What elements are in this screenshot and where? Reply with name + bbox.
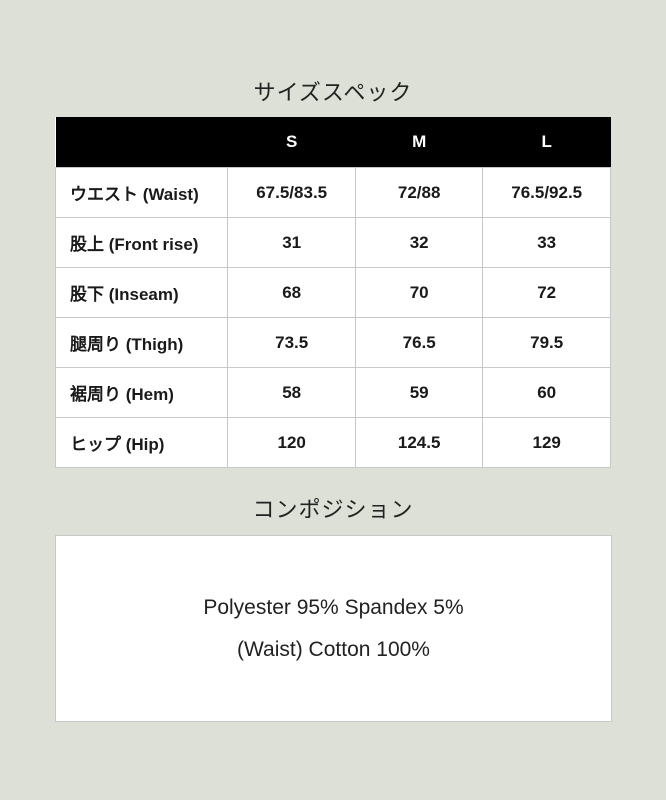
row-value: 129 [482, 417, 611, 468]
table-row: 股上 (Front rise) 31 32 33 [54, 217, 611, 268]
table-row: ヒップ (Hip) 120 124.5 129 [54, 417, 611, 468]
row-value: 124.5 [354, 417, 484, 468]
table-row: 股下 (Inseam) 68 70 72 [54, 267, 611, 318]
row-label: ヒップ (Hip) [54, 417, 229, 468]
table-row: ウエスト (Waist) 67.5/83.5 72/88 76.5/92.5 [54, 167, 611, 218]
row-value: 68 [227, 267, 356, 318]
row-value: 33 [482, 217, 611, 268]
row-label: 腿周り (Thigh) [54, 317, 229, 368]
row-value: 72/88 [354, 167, 484, 218]
composition-line: Polyester 95% Spandex 5% [203, 595, 464, 619]
row-label: 股上 (Front rise) [54, 217, 229, 268]
row-label: ウエスト (Waist) [54, 167, 229, 218]
row-value: 70 [354, 267, 484, 318]
row-value: 32 [354, 217, 484, 268]
header-size-s: S [227, 117, 356, 168]
row-value: 60 [482, 367, 611, 418]
row-label: 股下 (Inseam) [54, 267, 229, 318]
row-value: 73.5 [227, 317, 356, 368]
row-value: 76.5 [354, 317, 484, 368]
row-value: 72 [482, 267, 611, 318]
table-header-row: S M L [55, 117, 611, 168]
row-value: 76.5/92.5 [482, 167, 611, 218]
composition-box: Polyester 95% Spandex 5% (Waist) Cotton … [55, 535, 612, 722]
header-label-cell [55, 117, 228, 168]
header-size-m: M [355, 117, 483, 168]
table-row: 裾周り (Hem) 58 59 60 [54, 367, 611, 418]
row-label: 裾周り (Hem) [54, 367, 229, 418]
composition-line: (Waist) Cotton 100% [237, 637, 430, 661]
row-value: 67.5/83.5 [227, 167, 356, 218]
header-size-l: L [482, 117, 611, 168]
row-value: 31 [227, 217, 356, 268]
size-spec-title: サイズスペック [253, 81, 413, 106]
row-value: 79.5 [482, 317, 611, 368]
composition-title: コンポジション [252, 498, 414, 523]
row-value: 58 [227, 367, 356, 418]
table-row: 腿周り (Thigh) 73.5 76.5 79.5 [54, 317, 611, 368]
row-value: 120 [227, 417, 356, 468]
size-spec-table: S M L ウエスト (Waist) 67.5/83.5 72/88 76.5/92.… [54, 117, 611, 468]
row-value: 59 [354, 367, 484, 418]
